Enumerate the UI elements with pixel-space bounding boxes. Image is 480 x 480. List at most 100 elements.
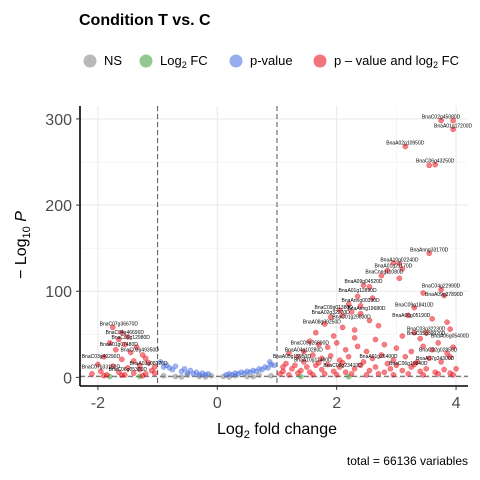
gene-label: BnaC01g29830D xyxy=(332,315,371,321)
point-both xyxy=(399,265,406,272)
grid xyxy=(80,106,468,386)
point-both xyxy=(381,341,388,348)
gene-label: BnaA02g32370D xyxy=(312,310,350,316)
point-both xyxy=(426,355,433,362)
point-both xyxy=(396,260,403,267)
gene-label: BnaC06g19840D xyxy=(389,361,428,367)
gene-label: BnaC02g02850D xyxy=(419,347,458,353)
gene-label: BnaAnng19680D xyxy=(347,306,385,312)
point-both xyxy=(396,275,403,282)
gene-label: BnaC09g01380D xyxy=(315,305,354,311)
gene-label: BnaC09g26890D xyxy=(291,340,330,346)
point-both xyxy=(366,367,373,374)
point-both xyxy=(339,312,346,319)
point-both xyxy=(444,319,450,326)
gene-label: BnaAnng33170D xyxy=(410,247,448,253)
point-p xyxy=(181,365,188,372)
point-both xyxy=(450,371,456,378)
gene-label: BnaA05g15950D xyxy=(273,354,311,360)
point-both xyxy=(151,364,158,370)
point-both xyxy=(369,295,376,301)
point-both xyxy=(423,329,430,336)
point-both xyxy=(351,327,358,333)
point-both xyxy=(450,344,456,351)
point-both xyxy=(372,364,379,370)
point-both xyxy=(387,365,394,372)
chart-title: Condition T vs. C xyxy=(79,12,211,29)
point-both xyxy=(453,365,459,372)
point-both xyxy=(390,371,397,378)
gene-label: BnaA06g05190D xyxy=(392,313,430,319)
point-both xyxy=(447,353,453,360)
gene-label: BnaA06g05400D xyxy=(431,334,469,340)
point-both xyxy=(283,360,289,367)
point-both xyxy=(122,341,128,348)
gene-label: BnaCnng11080D xyxy=(365,270,403,276)
gene-label: BnaC06g05390D xyxy=(109,367,148,373)
point-both xyxy=(363,371,370,378)
point-both xyxy=(426,162,433,169)
point-p xyxy=(157,359,164,365)
point-ns xyxy=(268,372,274,379)
gene-label: BnaC07g36670D xyxy=(100,321,139,327)
point-both xyxy=(429,315,436,322)
point-both xyxy=(295,353,301,360)
point-both xyxy=(426,250,433,257)
point-both xyxy=(357,362,364,369)
point-both xyxy=(280,368,286,375)
gene-label: BnaA03g08270D xyxy=(130,361,168,367)
point-both xyxy=(327,352,334,359)
x-tick-label: 0 xyxy=(213,395,222,412)
point-p xyxy=(266,359,273,365)
point-both xyxy=(119,372,125,379)
point-both xyxy=(402,353,409,360)
point-both xyxy=(318,366,325,373)
gene-label: BnaC07g33150D xyxy=(82,365,121,371)
gene-label: BnaA01g26400D xyxy=(359,354,397,360)
point-both xyxy=(354,293,361,300)
gene-label: BnaA10g02240D xyxy=(380,258,418,264)
legend-label-ns: NS xyxy=(104,53,122,68)
point-both xyxy=(366,317,373,324)
point-both xyxy=(286,350,292,357)
point-both xyxy=(327,314,334,320)
gene-label: BnaAnng00330D xyxy=(342,298,380,304)
legend-label-p: p-value xyxy=(250,53,293,68)
point-both xyxy=(130,358,137,364)
point-both xyxy=(420,343,427,350)
point-both xyxy=(101,353,107,360)
point-both xyxy=(315,359,322,366)
point-both xyxy=(336,307,343,314)
gene-label: BnaA09g04520D xyxy=(344,279,382,285)
point-p xyxy=(160,364,167,370)
point-both xyxy=(435,371,442,377)
point-both xyxy=(384,360,391,367)
gene-label: BnaA04g10280D xyxy=(285,347,323,353)
point-both xyxy=(381,369,388,376)
gene-label: BnaA08g09250D xyxy=(303,320,341,326)
gene-label: BnaC04g46690D xyxy=(106,330,145,336)
gene-label: BnaC02g45080D xyxy=(422,115,461,121)
point-both xyxy=(420,371,427,378)
point-both xyxy=(116,336,122,343)
point-both xyxy=(363,348,370,355)
axes: -2 0 2 4 0 100 200 300 xyxy=(45,106,468,412)
x-tick-label: 2 xyxy=(332,395,341,412)
point-both xyxy=(113,346,119,353)
point-both xyxy=(342,346,349,353)
point-both xyxy=(357,303,364,309)
point-both xyxy=(342,369,349,376)
point-both xyxy=(110,324,116,331)
point-both xyxy=(375,371,382,377)
gene-label: BnaC09g18410D xyxy=(395,303,434,309)
legend-label-fc: Log2 FC xyxy=(160,53,208,70)
point-both xyxy=(321,321,328,327)
point-both xyxy=(321,371,328,377)
point-both xyxy=(95,361,101,368)
point-both xyxy=(300,348,307,355)
legend-key-p xyxy=(229,54,243,68)
point-both xyxy=(130,370,137,376)
point-both xyxy=(441,366,447,373)
point-both xyxy=(330,333,337,339)
point-both xyxy=(423,365,430,372)
